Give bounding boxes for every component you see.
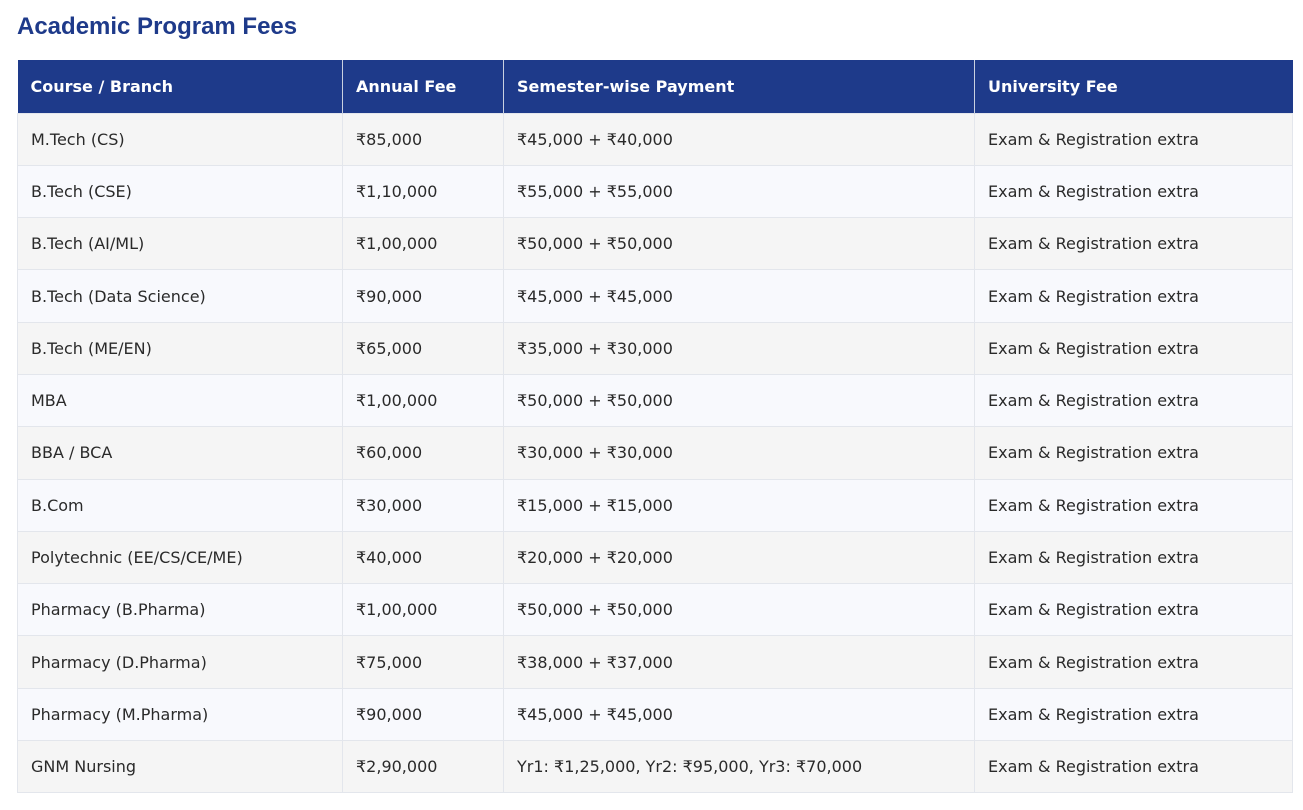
cell-university-fee: Exam & Registration extra <box>974 112 1293 166</box>
cell-semester-payment: ₹50,000 + ₹50,000 <box>503 373 975 428</box>
cell-annual-fee: ₹40,000 <box>342 530 504 585</box>
cell-semester-payment: ₹45,000 + ₹40,000 <box>503 112 975 166</box>
table-row: Polytechnic (EE/CS/CE/ME) ₹40,000 ₹20,00… <box>17 530 1293 585</box>
cell-course: Pharmacy (M.Pharma) <box>17 687 343 742</box>
cell-course: Pharmacy (D.Pharma) <box>17 635 343 689</box>
cell-annual-fee: ₹1,00,000 <box>342 583 504 637</box>
cell-university-fee: Exam & Registration extra <box>974 687 1293 742</box>
cell-semester-payment: ₹45,000 + ₹45,000 <box>503 687 975 742</box>
cell-university-fee: Exam & Registration extra <box>974 583 1293 637</box>
cell-annual-fee: ₹1,10,000 <box>342 164 504 219</box>
cell-annual-fee: ₹1,00,000 <box>342 217 504 271</box>
cell-semester-payment: ₹45,000 + ₹45,000 <box>503 269 975 323</box>
column-header-semester-payment: Semester-wise Payment <box>503 60 975 113</box>
cell-university-fee: Exam & Registration extra <box>974 635 1293 689</box>
table-row: Pharmacy (B.Pharma) ₹1,00,000 ₹50,000 + … <box>17 583 1293 637</box>
cell-university-fee: Exam & Registration extra <box>974 478 1293 532</box>
cell-course: Pharmacy (B.Pharma) <box>17 583 343 637</box>
cell-annual-fee: ₹65,000 <box>342 321 504 375</box>
table-row: M.Tech (CS) ₹85,000 ₹45,000 + ₹40,000 Ex… <box>17 112 1293 166</box>
cell-semester-payment: ₹38,000 + ₹37,000 <box>503 635 975 689</box>
table-row: GNM Nursing ₹2,90,000 Yr1: ₹1,25,000, Yr… <box>17 740 1293 794</box>
cell-course: MBA <box>17 373 343 428</box>
column-header-annual-fee: Annual Fee <box>342 60 504 113</box>
cell-course: BBA / BCA <box>17 426 343 480</box>
table-row: Pharmacy (M.Pharma) ₹90,000 ₹45,000 + ₹4… <box>17 687 1293 742</box>
table-row: B.Tech (Data Science) ₹90,000 ₹45,000 + … <box>17 269 1293 323</box>
cell-annual-fee: ₹1,00,000 <box>342 373 504 428</box>
cell-semester-payment: ₹50,000 + ₹50,000 <box>503 217 975 271</box>
table-row: B.Com ₹30,000 ₹15,000 + ₹15,000 Exam & R… <box>17 478 1293 532</box>
cell-annual-fee: ₹85,000 <box>342 112 504 166</box>
cell-annual-fee: ₹60,000 <box>342 426 504 480</box>
cell-university-fee: Exam & Registration extra <box>974 269 1293 323</box>
table-header-row: Course / Branch Annual Fee Semester-wise… <box>17 60 1293 113</box>
cell-course: B.Tech (AI/ML) <box>17 217 343 271</box>
cell-annual-fee: ₹2,90,000 <box>342 740 504 794</box>
cell-course: B.Com <box>17 478 343 532</box>
cell-semester-payment: ₹20,000 + ₹20,000 <box>503 530 975 585</box>
table-row: BBA / BCA ₹60,000 ₹30,000 + ₹30,000 Exam… <box>17 426 1293 480</box>
page-container: Academic Program Fees Course / Branch An… <box>17 0 1293 794</box>
column-header-course: Course / Branch <box>17 60 343 113</box>
cell-annual-fee: ₹75,000 <box>342 635 504 689</box>
cell-course: B.Tech (Data Science) <box>17 269 343 323</box>
cell-annual-fee: ₹30,000 <box>342 478 504 532</box>
cell-annual-fee: ₹90,000 <box>342 687 504 742</box>
cell-university-fee: Exam & Registration extra <box>974 164 1293 219</box>
table-row: B.Tech (AI/ML) ₹1,00,000 ₹50,000 + ₹50,0… <box>17 217 1293 271</box>
table-body: M.Tech (CS) ₹85,000 ₹45,000 + ₹40,000 Ex… <box>17 112 1293 794</box>
cell-course: B.Tech (CSE) <box>17 164 343 219</box>
cell-annual-fee: ₹90,000 <box>342 269 504 323</box>
cell-semester-payment: ₹30,000 + ₹30,000 <box>503 426 975 480</box>
cell-university-fee: Exam & Registration extra <box>974 217 1293 271</box>
cell-semester-payment: ₹15,000 + ₹15,000 <box>503 478 975 532</box>
cell-university-fee: Exam & Registration extra <box>974 426 1293 480</box>
cell-course: B.Tech (ME/EN) <box>17 321 343 375</box>
cell-course: GNM Nursing <box>17 740 343 794</box>
cell-course: Polytechnic (EE/CS/CE/ME) <box>17 530 343 585</box>
cell-university-fee: Exam & Registration extra <box>974 530 1293 585</box>
table-row: Pharmacy (D.Pharma) ₹75,000 ₹38,000 + ₹3… <box>17 635 1293 689</box>
cell-university-fee: Exam & Registration extra <box>974 321 1293 375</box>
cell-semester-payment: ₹55,000 + ₹55,000 <box>503 164 975 219</box>
table-row: B.Tech (CSE) ₹1,10,000 ₹55,000 + ₹55,000… <box>17 164 1293 219</box>
cell-semester-payment: Yr1: ₹1,25,000, Yr2: ₹95,000, Yr3: ₹70,0… <box>503 740 975 794</box>
fees-table: Course / Branch Annual Fee Semester-wise… <box>17 60 1293 794</box>
page-title: Academic Program Fees <box>17 13 298 40</box>
cell-university-fee: Exam & Registration extra <box>974 740 1293 794</box>
table-row: B.Tech (ME/EN) ₹65,000 ₹35,000 + ₹30,000… <box>17 321 1293 375</box>
cell-university-fee: Exam & Registration extra <box>974 373 1293 428</box>
cell-course: M.Tech (CS) <box>17 112 343 166</box>
column-header-university-fee: University Fee <box>974 60 1293 113</box>
cell-semester-payment: ₹35,000 + ₹30,000 <box>503 321 975 375</box>
table-row: MBA ₹1,00,000 ₹50,000 + ₹50,000 Exam & R… <box>17 373 1293 428</box>
cell-semester-payment: ₹50,000 + ₹50,000 <box>503 583 975 637</box>
